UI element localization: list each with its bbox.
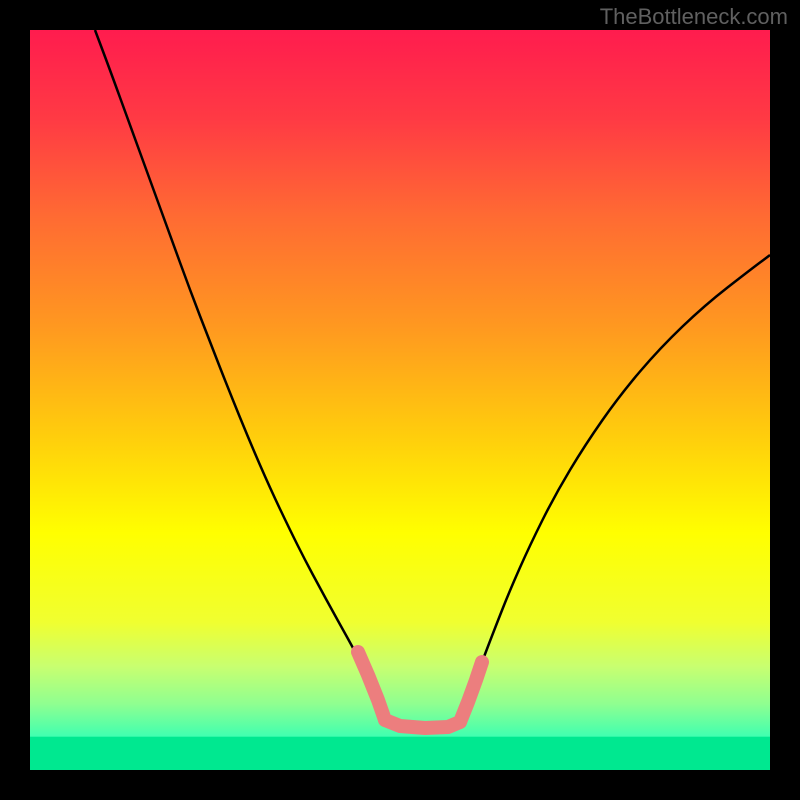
plot-area [30,30,770,770]
accent-left [358,652,385,720]
curve-left [95,30,374,692]
chart-curves-layer [30,30,770,770]
curve-right [474,255,770,684]
accent-trough [385,720,460,728]
accent-right [460,662,482,722]
watermark-text: TheBottleneck.com [600,4,788,30]
